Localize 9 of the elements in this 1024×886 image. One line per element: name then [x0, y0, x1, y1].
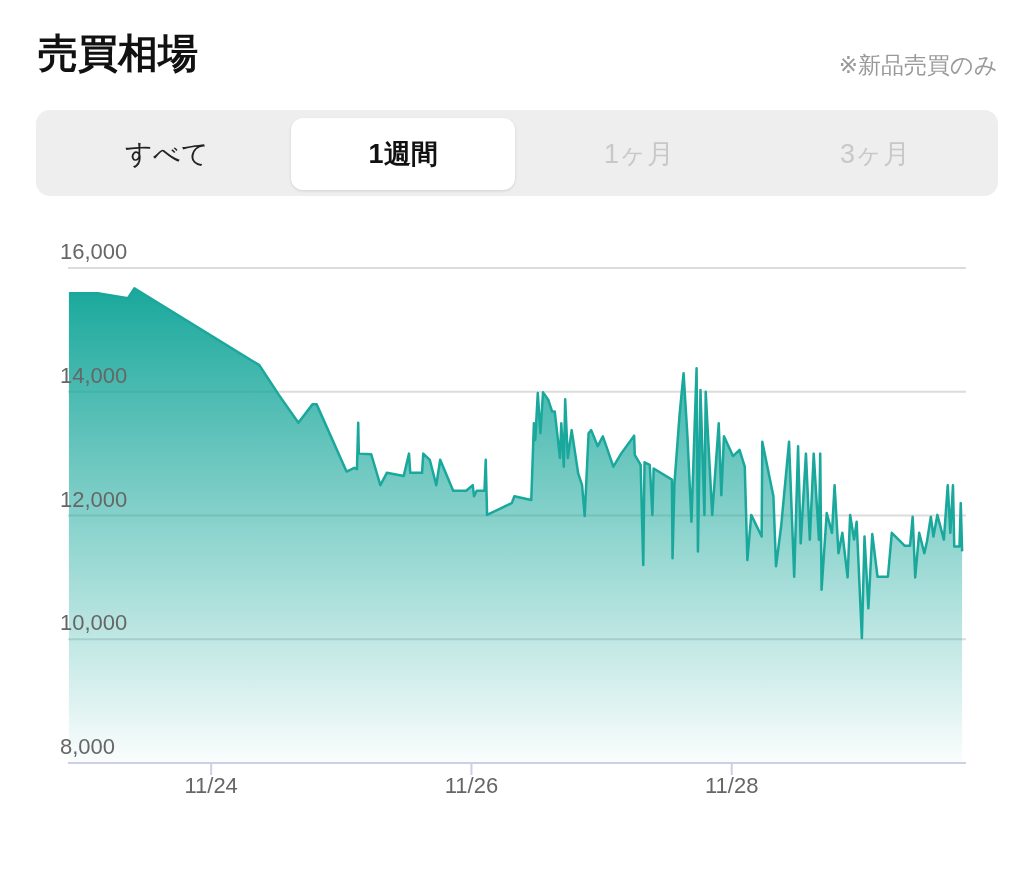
y-tick-label: 16,000	[60, 239, 128, 264]
chart-title: 売買相場	[38, 30, 198, 77]
x-tick-label: 11/28	[705, 772, 759, 798]
x-tick-label: 11/24	[184, 772, 238, 798]
tab-button[interactable]: すべて	[55, 118, 279, 190]
chart-subtitle: ※新品売買のみ	[838, 51, 998, 80]
tab-button[interactable]: 1週間	[291, 118, 515, 190]
x-tick-label: 11/26	[444, 772, 499, 798]
y-tick-label: 8,000	[60, 734, 116, 759]
